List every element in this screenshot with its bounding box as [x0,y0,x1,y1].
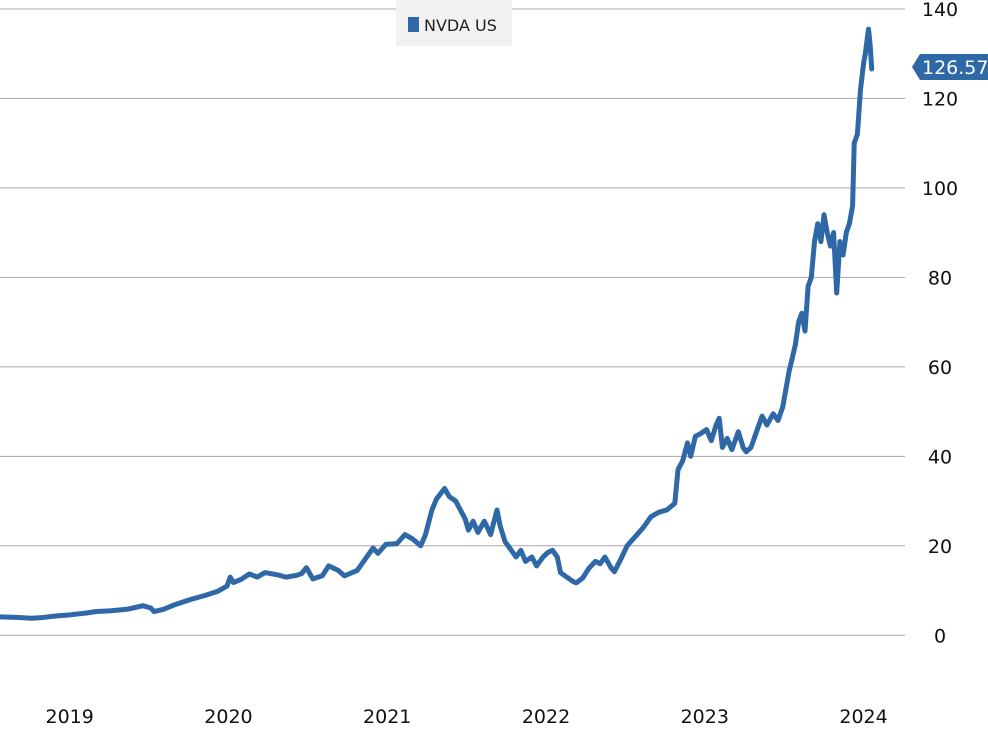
x-tick-label-2022: 2022 [522,706,570,728]
y-tick-label-120: 120 [922,88,958,110]
y-tick-label-20: 20 [928,536,952,558]
y-tick-label-0: 0 [934,625,946,647]
gridlines [0,8,905,636]
y-tick-label-100: 100 [922,178,958,200]
x-tick-label-2019: 2019 [46,706,94,728]
y-tick-label-80: 80 [928,267,952,289]
last-value-label: 126.57 [922,57,988,79]
x-axis-tick-labels: 2019 2020 2021 2022 2023 2024 [46,706,888,728]
y-tick-label-40: 40 [928,446,952,468]
last-value-callout-shape [912,54,988,81]
legend: NVDA US [396,0,512,46]
legend-label: NVDA US [424,16,497,35]
x-tick-label-2020: 2020 [204,706,252,728]
y-axis-tick-labels: 0 20 40 60 80 100 120 140 [922,0,958,647]
x-tick-label-2024: 2024 [839,706,887,728]
last-value-callout: 126.57 [912,54,988,81]
legend-swatch [408,17,419,32]
y-tick-label-140: 140 [922,0,958,21]
y-tick-label-60: 60 [928,357,952,379]
x-tick-label-2021: 2021 [363,706,411,728]
x-tick-label-2023: 2023 [681,706,729,728]
series-line-nvda [0,26,875,621]
